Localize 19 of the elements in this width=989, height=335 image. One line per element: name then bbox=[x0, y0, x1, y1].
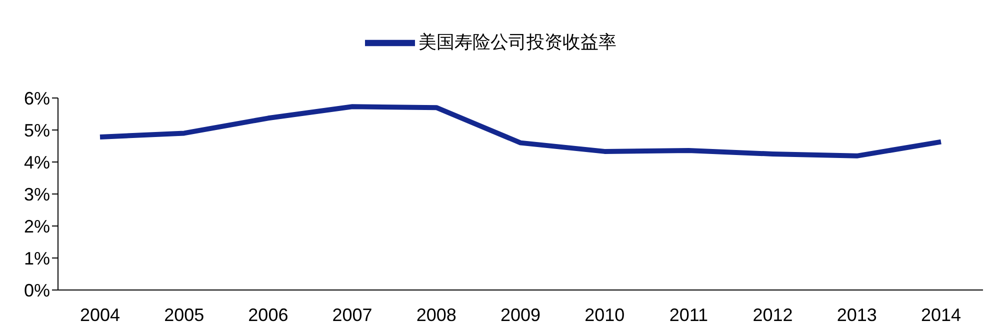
x-tick-label: 2008 bbox=[416, 304, 456, 325]
y-tick-label: 6% bbox=[24, 88, 50, 108]
x-tick-label: 2005 bbox=[164, 304, 204, 325]
x-tick-label: 2009 bbox=[500, 304, 541, 325]
y-tick-label: 1% bbox=[24, 248, 50, 268]
x-tick-label: 2006 bbox=[248, 304, 288, 325]
x-tick-label: 2004 bbox=[80, 304, 120, 325]
y-tick-label: 2% bbox=[24, 216, 50, 236]
y-tick-label: 4% bbox=[24, 152, 50, 172]
x-tick-label: 2010 bbox=[584, 304, 625, 325]
legend-label: 美国寿险公司投资收益率 bbox=[418, 32, 616, 52]
y-tick-label: 5% bbox=[24, 120, 50, 140]
x-tick-label: 2011 bbox=[669, 304, 708, 325]
x-tick-label: 2013 bbox=[836, 304, 877, 325]
y-tick-label: 3% bbox=[24, 184, 50, 204]
x-tick-label: 2007 bbox=[332, 304, 372, 325]
x-tick-label: 2012 bbox=[752, 304, 793, 325]
y-tick-label: 0% bbox=[24, 280, 50, 300]
x-tick-label: 2014 bbox=[920, 304, 962, 325]
